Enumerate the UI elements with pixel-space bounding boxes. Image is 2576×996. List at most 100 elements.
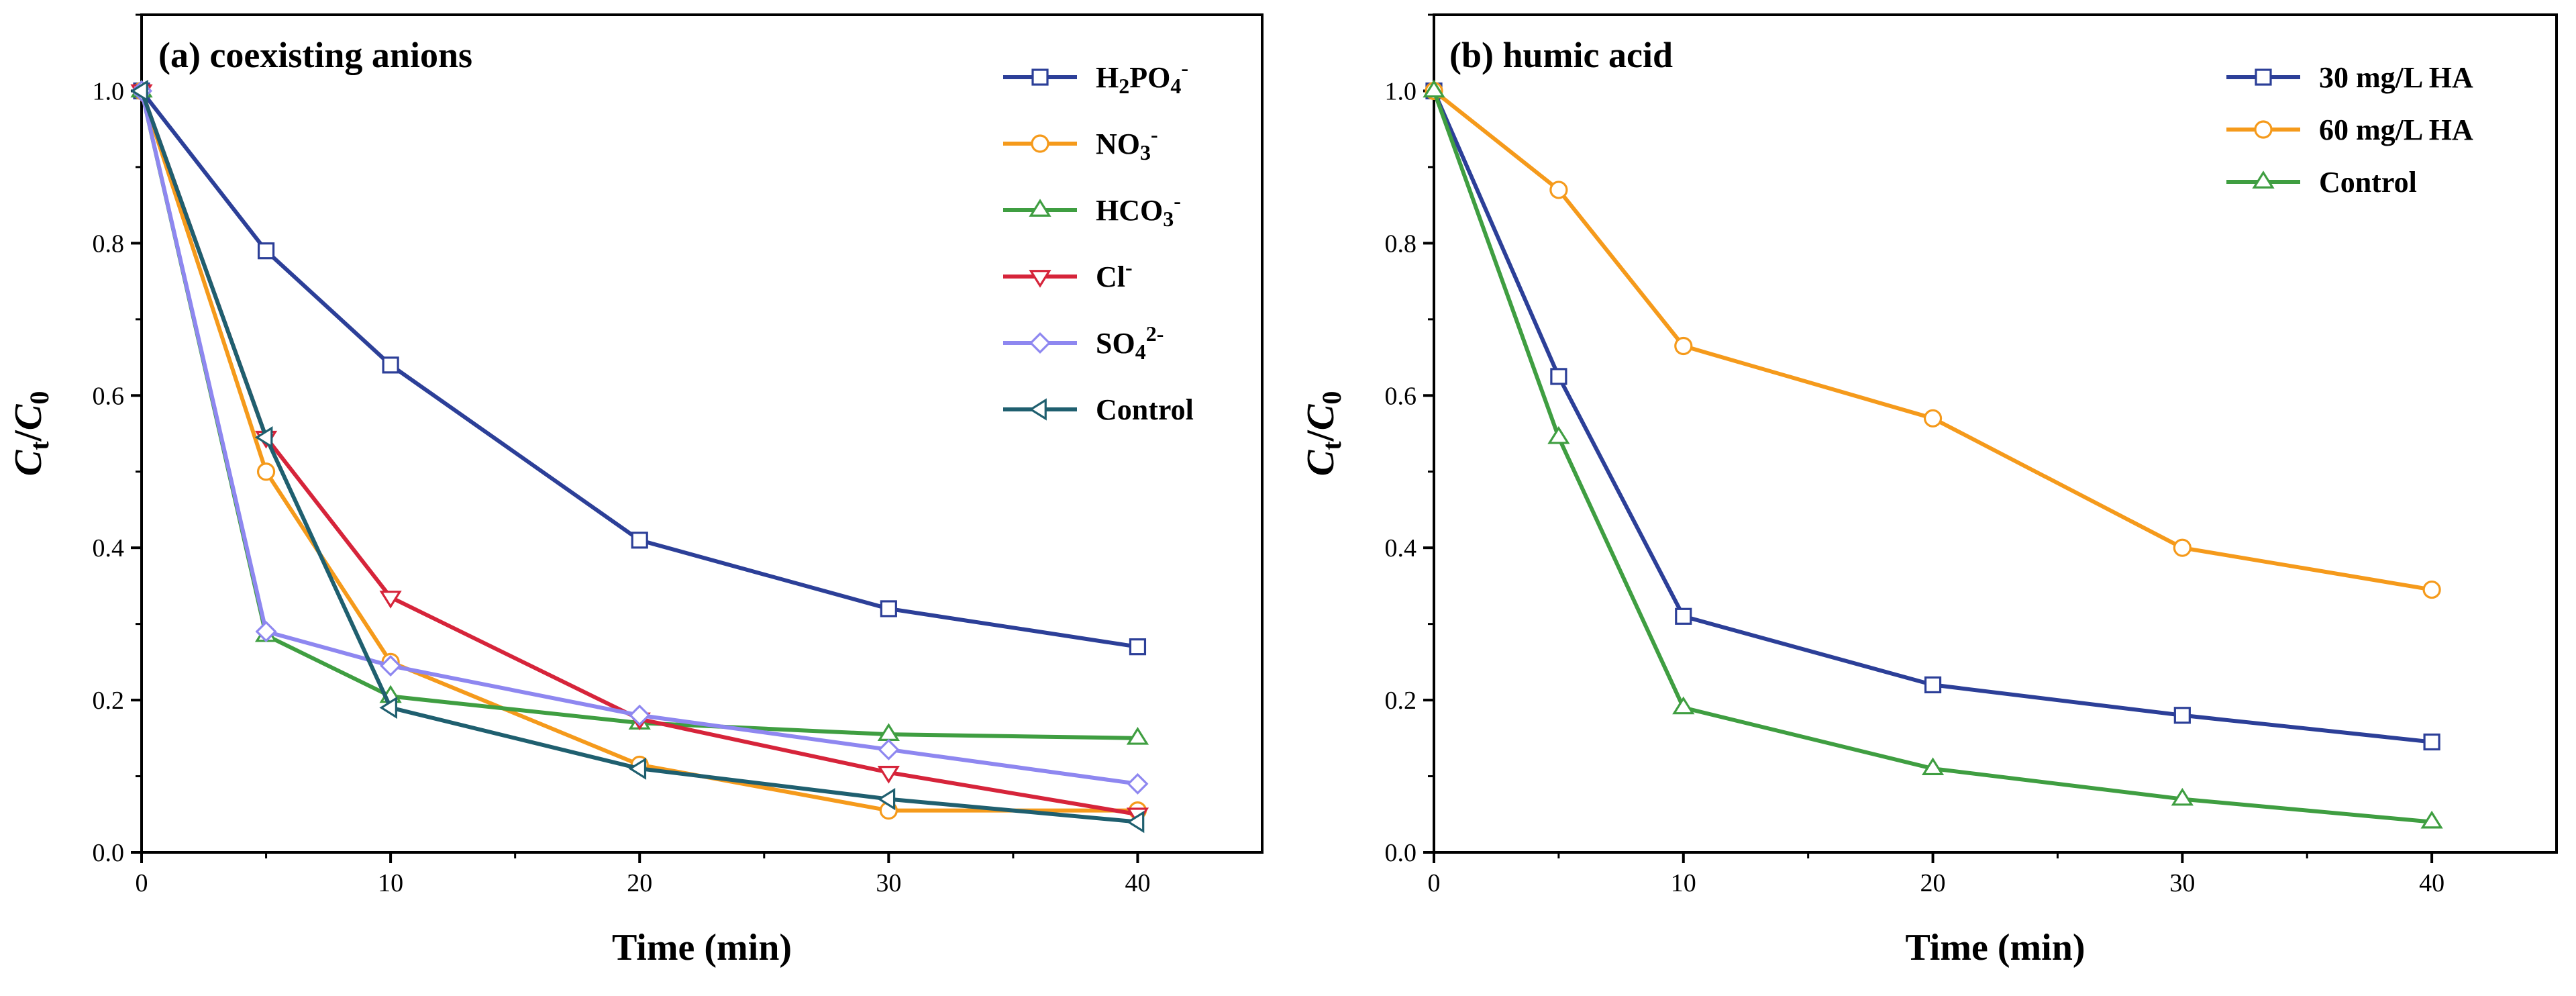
series-hco3- — [130, 79, 1149, 745]
y-axis-label: Ct/C0 — [6, 391, 54, 477]
legend-marker — [2252, 170, 2275, 189]
y-label-c: C — [6, 403, 50, 430]
legend-label-text: H — [1096, 61, 1119, 94]
chart-title: (a) coexisting anions — [158, 35, 472, 75]
data-point — [255, 620, 277, 642]
data-point — [2423, 733, 2440, 751]
series-line — [140, 90, 1138, 786]
x-tick-label: 20 — [1920, 869, 1946, 897]
y-tick-label: 0.0 — [93, 839, 125, 867]
legend-label: H2PO4- — [1096, 56, 1188, 98]
data-point — [2422, 580, 2441, 599]
y-tick-label: 1.0 — [1385, 77, 1417, 105]
plot-frame — [1433, 13, 2558, 854]
data-point — [2420, 810, 2443, 829]
y-label-slash: / — [1298, 430, 1342, 442]
series-line — [1432, 90, 2432, 744]
data-point — [1126, 810, 1145, 834]
data-point — [1547, 426, 1570, 444]
y-tick-label: 0.4 — [1385, 534, 1417, 562]
legend-label-text: Control — [1096, 393, 1194, 426]
data-point — [2173, 707, 2191, 724]
y-tick-label: 0.0 — [1385, 839, 1417, 867]
legend-marker — [1029, 270, 1051, 288]
y-tick-label: 0.2 — [1385, 687, 1417, 715]
series-line — [1432, 90, 2432, 824]
data-point — [2173, 538, 2192, 557]
series-control — [130, 79, 1145, 834]
legend-label-text: 60 mg/L HA — [2319, 113, 2473, 146]
legend-item: 30 mg/L HA — [2226, 61, 2473, 94]
data-point — [2171, 787, 2194, 806]
legend-label-text: NO — [1096, 128, 1140, 160]
legend-item: HCO3- — [1003, 189, 1181, 231]
x-tick-label: 0 — [136, 869, 148, 897]
data-point — [1423, 79, 1445, 98]
legend-label-subscript: 2 — [1119, 74, 1129, 98]
legend-label-superscript: - — [1151, 122, 1158, 146]
legend-label-text: Cl — [1096, 260, 1125, 293]
plot-frame — [140, 13, 1264, 854]
y-tick-label: 0.4 — [93, 534, 125, 562]
legend-label-superscript: - — [1174, 189, 1181, 213]
legend-label: Control — [1096, 393, 1194, 426]
data-point — [380, 655, 402, 677]
data-point — [1675, 607, 1692, 625]
legend-label-subscript-2: 4 — [1170, 74, 1181, 98]
y-label-slash: / — [6, 430, 50, 442]
x-tick-label: 10 — [1671, 869, 1696, 897]
data-point — [1923, 409, 1943, 428]
x-axis-label: Time (min) — [1905, 927, 2085, 968]
legend-label: SO42- — [1096, 321, 1164, 364]
series-line — [140, 89, 1138, 649]
legend-label-subscript: 3 — [1140, 140, 1151, 164]
series-line — [140, 90, 1138, 824]
legend-label-text: HCO — [1096, 194, 1163, 227]
data-point — [631, 532, 648, 549]
y-label-subscript: t — [24, 441, 54, 450]
data-point — [629, 704, 651, 726]
x-axis-label: Time (min) — [612, 927, 792, 968]
series-line — [140, 90, 1138, 740]
legend-label-superscript: - — [1125, 255, 1133, 279]
data-point — [878, 738, 900, 760]
data-point — [257, 242, 275, 260]
legend-label: HCO3- — [1096, 189, 1181, 231]
series-60-mg-l-ha — [1425, 81, 2441, 599]
data-point — [1126, 727, 1149, 745]
x-tick-label: 40 — [1125, 869, 1150, 897]
data-point — [130, 79, 148, 103]
y-tick-label: 0.6 — [1385, 382, 1417, 410]
x-tick-label: 20 — [627, 869, 652, 897]
data-point — [1672, 696, 1695, 715]
series-line — [1433, 89, 2432, 592]
x-tick-label: 30 — [876, 869, 901, 897]
legend-label: Control — [2319, 166, 2417, 199]
data-point — [256, 462, 276, 481]
legend-marker — [1031, 134, 1049, 153]
data-point — [379, 591, 402, 609]
data-point — [1127, 773, 1149, 795]
legend-marker — [1031, 68, 1049, 86]
legend-item: Cl- — [1003, 255, 1133, 293]
series-so42- — [130, 80, 1149, 795]
data-point — [382, 356, 399, 374]
data-point — [1921, 757, 1945, 776]
legend-item: NO3- — [1003, 122, 1158, 164]
legend-item: H2PO4- — [1003, 56, 1188, 98]
series-30-mg-l-ha — [1425, 82, 2440, 751]
legend-marker — [2254, 120, 2273, 139]
y-label-c: C — [1298, 403, 1342, 430]
data-point — [254, 426, 273, 449]
y-tick-label: 0.6 — [93, 382, 125, 410]
y-label-subscript: 0 — [1317, 391, 1347, 405]
series-line — [140, 90, 1138, 813]
legend-item: SO42- — [1003, 321, 1164, 364]
y-tick-label: 0.8 — [93, 230, 125, 258]
data-point — [877, 766, 900, 784]
data-point — [1549, 181, 1568, 199]
legend-item: 60 mg/L HA — [2226, 113, 2473, 146]
legend-marker — [1029, 332, 1051, 354]
